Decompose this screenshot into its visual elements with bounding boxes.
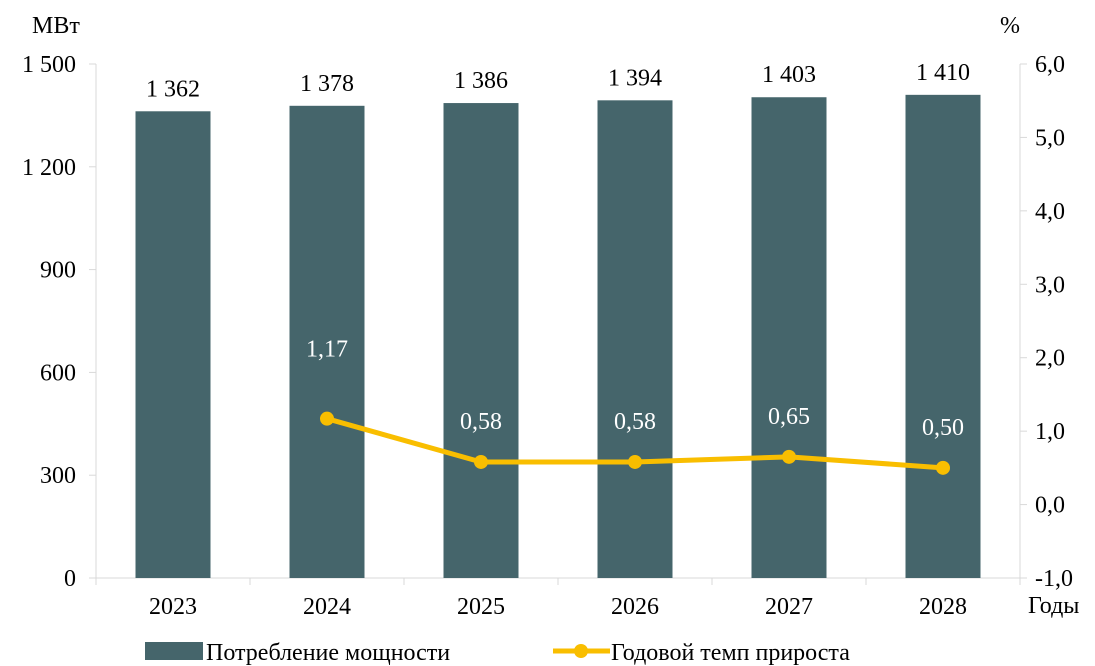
bar-value-label: 1 410 [916,60,970,86]
growth-rate-point [474,454,488,469]
growth-rate-label: 0,50 [922,415,964,441]
y-right-tick-label: 6,0 [1035,52,1065,78]
y-right-unit: % [1000,13,1020,39]
y-left-tick-label: 1 200 [22,155,76,181]
y-left-unit: МВт [32,13,80,39]
y-right-tick-label: 0,0 [1035,493,1065,519]
x-tick-label: 2027 [765,594,813,620]
bar [289,105,365,579]
bar [443,103,519,579]
legend-line-marker [574,644,588,658]
bar-value-label: 1 378 [300,71,354,97]
y-right-tick-label: -1,0 [1035,566,1073,592]
x-tick-label: 2028 [919,594,967,620]
x-tick-label: 2023 [149,594,197,620]
y-right-tick-label: 2,0 [1035,346,1065,372]
legend-bar-label: Потребление мощности [206,640,450,666]
bar-value-label: 1 403 [762,62,816,88]
y-left-tick-label: 300 [40,463,76,489]
y-left-tick-label: 0 [64,566,76,592]
y-left-tick-label: 1 500 [22,52,76,78]
y-left-tick-label: 600 [40,360,76,386]
y-right-tick-label: 5,0 [1035,125,1065,151]
plot-area: 0 300 600 900 1 200 1 500 -1,0 0,0 1,0 2,0 3,0 4,0 5… [22,52,1073,620]
y-left-tick-label: 900 [40,258,76,284]
bar [135,111,211,579]
growth-rate-label: 0,58 [460,409,502,435]
growth-rate-point [782,449,796,464]
bar-value-label: 1 386 [454,68,508,94]
bar-value-label: 1 394 [608,65,662,91]
x-tick-label: 2024 [303,594,351,620]
bar [751,97,827,578]
x-axis-title: Годы [1028,593,1079,619]
growth-rate-label: 0,65 [768,404,810,430]
y-right-tick-label: 4,0 [1035,199,1065,225]
y-right-tick-label: 1,0 [1035,419,1065,445]
legend-line-label: Годовой темп прироста [611,640,850,666]
x-tick-label: 2026 [611,594,659,620]
growth-rate-label: 1,17 [306,337,348,363]
growth-rate-point [936,460,950,475]
bar [905,94,981,578]
x-tick-label: 2025 [457,594,505,620]
growth-rate-point [320,411,334,426]
legend: Потребление мощности Годовой темп прирос… [145,640,850,666]
legend-bar-swatch [145,642,203,660]
bar [597,100,673,579]
bar-value-label: 1 362 [146,76,200,102]
growth-rate-label: 0,58 [614,409,656,435]
y-right-tick-label: 3,0 [1035,272,1065,298]
growth-rate-point [628,454,642,469]
